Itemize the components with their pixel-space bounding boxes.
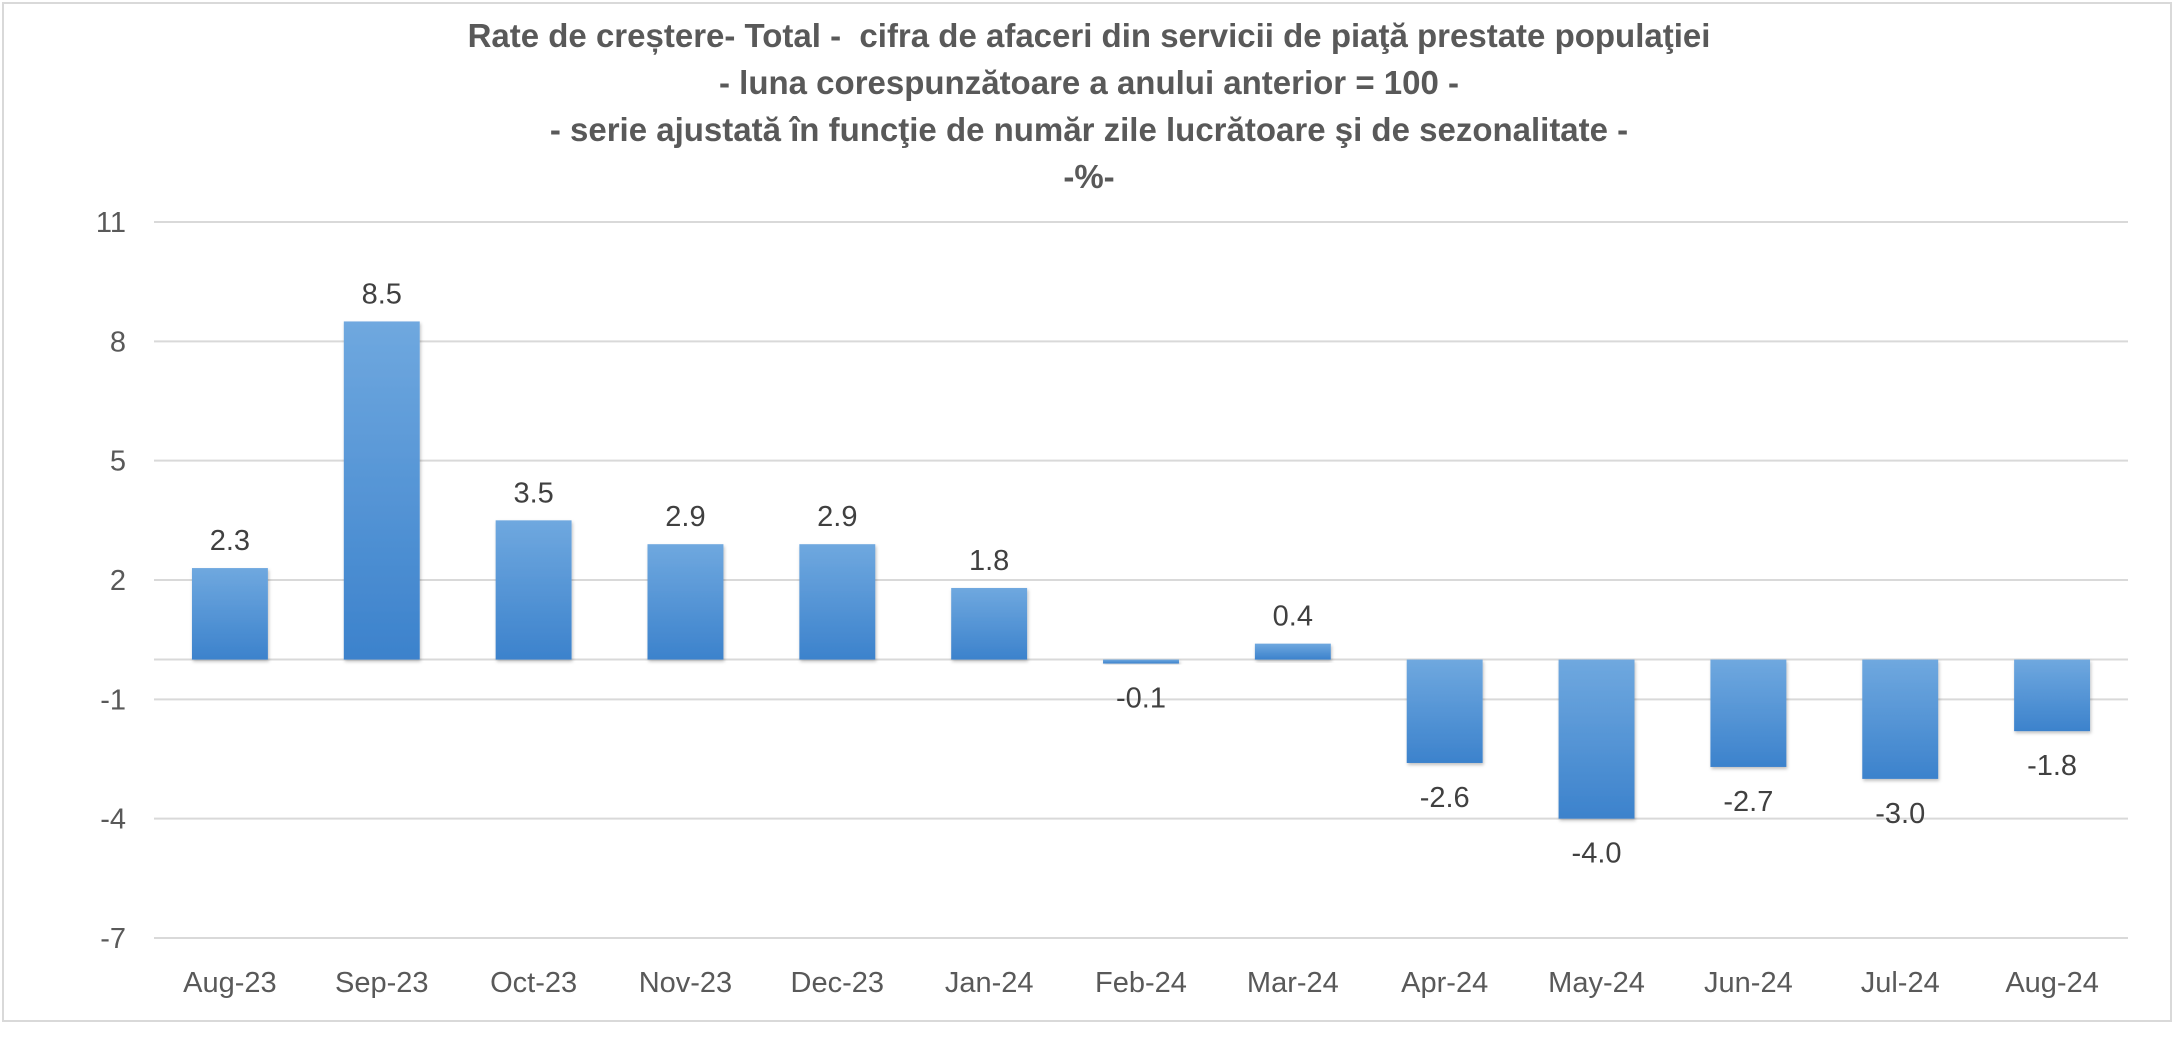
data-label: -1.8 (2027, 750, 2077, 782)
x-tick-label: Dec-23 (791, 967, 885, 999)
chart-frame: Rate de creștere- Total - cifra de aface… (2, 2, 2172, 1022)
y-axis-tick-labels: 11 8 5 2 -1 -4 -7 (96, 207, 126, 955)
bar-chart-plot: 11 8 5 2 -1 -4 -7 2.3 8.5 3.5 2.9 2.9 1.8 -0.1 0.4 -2.… (96, 207, 2128, 999)
y-tick-label: -7 (100, 923, 126, 955)
data-label: 1.8 (969, 545, 1009, 577)
data-label: -2.7 (1723, 786, 1773, 818)
x-tick-label: Jun-24 (1704, 967, 1793, 999)
x-tick-label: Jan-24 (945, 967, 1034, 999)
bar-jan-24 (951, 587, 1028, 660)
bar-nov-23 (647, 544, 724, 660)
bar-aug-23 (191, 568, 268, 660)
bar-mar-24 (1254, 643, 1331, 660)
chart-title-line-4: -%- (1063, 158, 1115, 195)
x-tick-label: May-24 (1548, 967, 1645, 999)
bar-apr-24 (1406, 659, 1483, 763)
x-tick-label: Sep-23 (335, 967, 429, 999)
data-label: 0.4 (1273, 601, 1313, 633)
bars (191, 321, 2091, 819)
bar-oct-23 (495, 520, 572, 660)
bar-dec-23 (799, 544, 876, 660)
x-tick-label: Jul-24 (1861, 967, 1940, 999)
data-label: -3.0 (1875, 798, 1925, 830)
bar-sep-23 (343, 321, 420, 660)
x-tick-label: Aug-24 (2005, 967, 2099, 999)
y-tick-label: -1 (100, 684, 126, 716)
x-tick-label: Mar-24 (1247, 967, 1339, 999)
data-label: -4.0 (1572, 838, 1622, 870)
bar-aug-24 (2014, 659, 2091, 732)
x-tick-label: Apr-24 (1401, 967, 1488, 999)
x-tick-label: Nov-23 (639, 967, 733, 999)
bar-feb-24 (1103, 659, 1179, 664)
x-tick-label: Feb-24 (1095, 967, 1187, 999)
data-label: 3.5 (513, 477, 553, 509)
chart-title-line-3: - serie ajustată în funcţie de număr zil… (549, 111, 1629, 148)
y-tick-label: 11 (96, 207, 126, 239)
y-tick-label: 2 (110, 565, 126, 597)
bar-may-24 (1558, 659, 1635, 819)
data-label: -0.1 (1116, 683, 1166, 715)
data-label: 2.9 (817, 501, 857, 533)
data-labels: 2.3 8.5 3.5 2.9 2.9 1.8 -0.1 0.4 -2.6 -4.0 -2.7 -3.… (210, 278, 2077, 869)
x-tick-label: Oct-23 (490, 967, 577, 999)
bar-jun-24 (1710, 659, 1787, 767)
data-label: 8.5 (362, 278, 402, 310)
data-label: -2.6 (1420, 782, 1470, 814)
chart-title-line-1: Rate de creștere- Total - cifra de aface… (467, 17, 1711, 54)
x-tick-label: Aug-23 (183, 967, 277, 999)
x-axis-tick-labels: Aug-23 Sep-23 Oct-23 Nov-23 Dec-23 Jan-24 Feb-… (183, 967, 2099, 999)
chart-title: Rate de creștere- Total - cifra de aface… (4, 12, 2174, 200)
grid-lines (154, 221, 2128, 939)
data-label: 2.9 (665, 501, 705, 533)
chart-title-line-2: - luna corespunzătoare a anului anterior… (719, 64, 1459, 101)
y-tick-label: -4 (100, 804, 126, 836)
y-tick-label: 8 (110, 326, 126, 358)
bar-jul-24 (1862, 659, 1939, 779)
y-tick-label: 5 (110, 446, 126, 478)
data-label: 2.3 (210, 525, 250, 557)
